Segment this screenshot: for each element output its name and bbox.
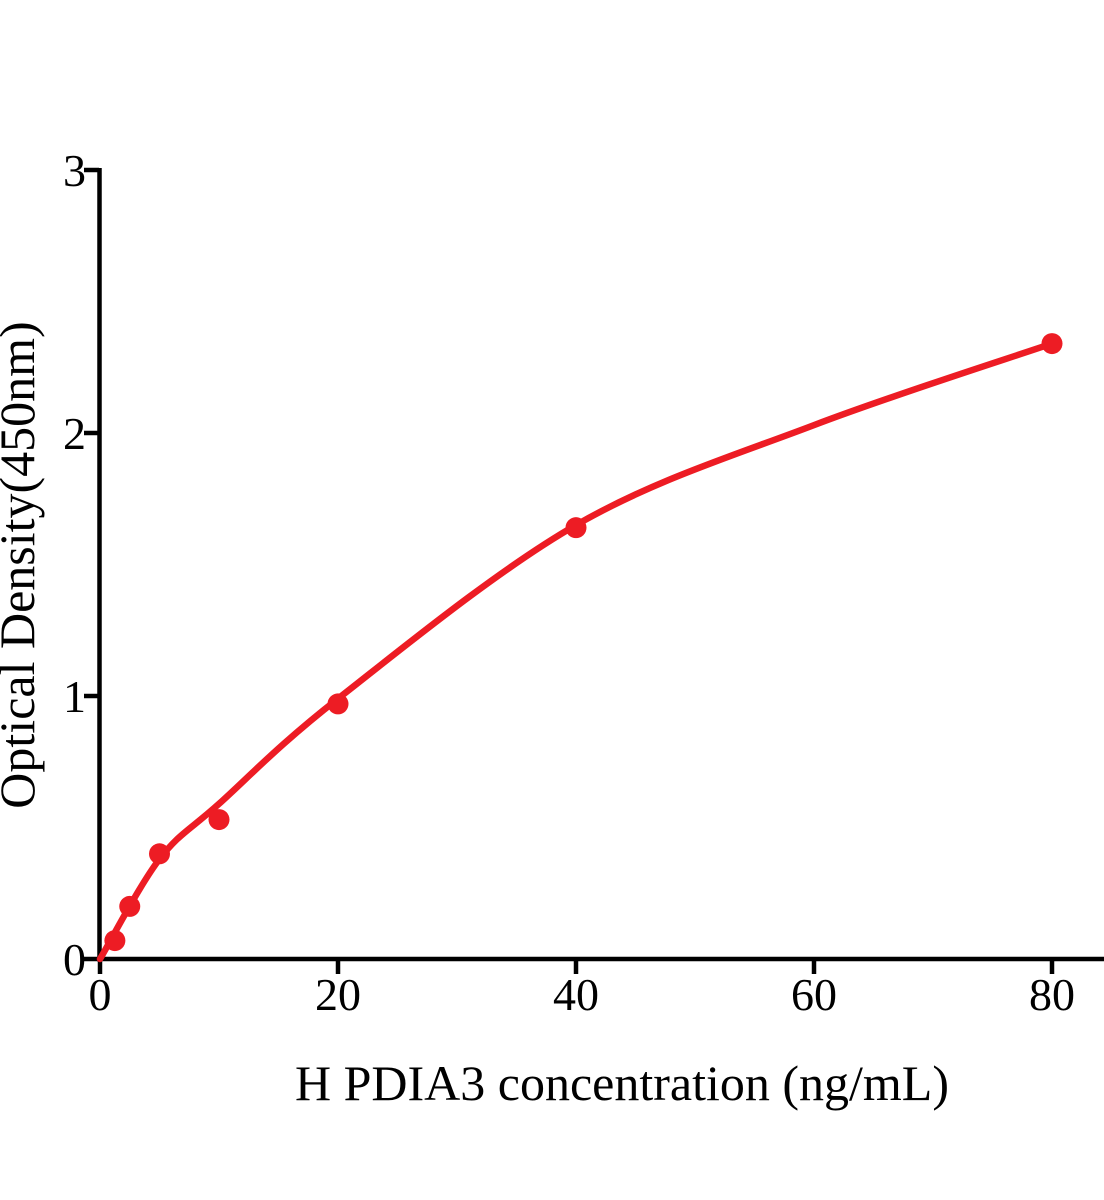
data-point (119, 895, 141, 917)
y-tick-label: 2 (63, 408, 86, 459)
fit-curve-line (96, 340, 1056, 963)
data-point (1041, 333, 1063, 355)
data-points (104, 333, 1063, 952)
x-tick-label: 20 (315, 969, 361, 1020)
y-axis-ticks: 0 1 2 3 (63, 145, 99, 985)
y-tick-label: 1 (63, 671, 86, 722)
data-point (208, 809, 230, 831)
y-tick-label: 3 (63, 145, 86, 196)
axes (97, 168, 1104, 962)
x-tick-label: 80 (1029, 969, 1075, 1020)
data-point (565, 517, 587, 539)
y-axis-title: Optical Density(450nm) (0, 321, 45, 808)
y-tick-label: 0 (63, 934, 86, 985)
x-axis-ticks: 0 20 40 60 80 (89, 959, 1075, 1020)
data-point (104, 930, 126, 952)
x-axis-title: H PDIA3 concentration (ng/mL) (295, 1055, 949, 1111)
x-tick-label: 0 (89, 969, 112, 1020)
data-point (327, 693, 349, 715)
data-point (149, 843, 170, 865)
x-tick-label: 40 (553, 969, 599, 1020)
x-tick-label: 60 (791, 969, 837, 1020)
